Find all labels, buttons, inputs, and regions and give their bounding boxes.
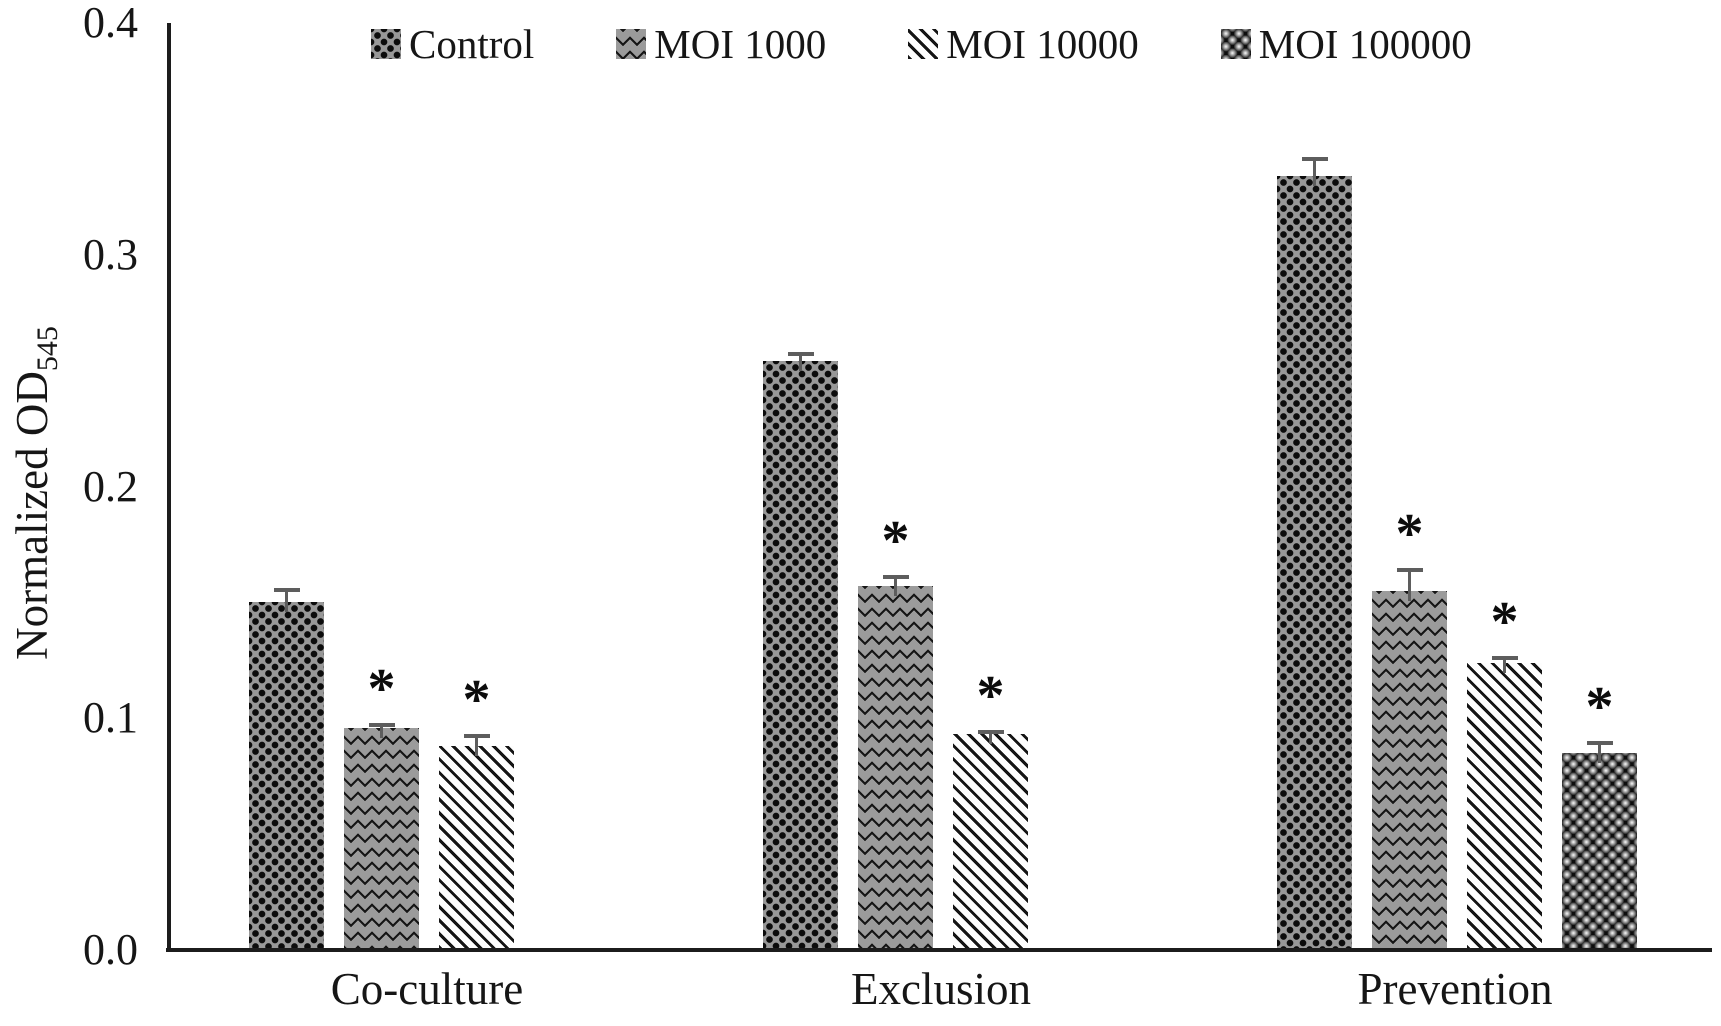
legend-label: MOI 1000 [654,21,827,67]
legend-label: MOI 100000 [1258,21,1472,67]
error-bar-cap-moi-1000-exclusion [882,574,909,579]
legend-label: MOI 10000 [946,21,1139,67]
error-bar-cap-moi-100000-prevention [1586,741,1613,746]
significance-asterisk-moi-100000-prevention: * [1585,676,1614,739]
error-bar-stem-moi-1000-prevention [1408,567,1411,601]
beads-on-black-swatch-icon [1220,29,1251,59]
y-tick-label-0.4: 0.4 [83,0,138,47]
error-bar-cap-moi-10000-exclusion [977,729,1004,734]
zigzag-waves-swatch-icon [616,29,647,59]
significance-asterisk-moi-1000-exclusion: * [881,509,910,572]
bar-moi-10000-exclusion [953,734,1028,949]
bar-control-prevention [1277,175,1352,949]
legend-item-moi-10000: MOI 10000 [908,21,1139,67]
x-category-label-exclusion: Exclusion [851,964,1031,1014]
significance-asterisk-moi-1000-prevention: * [1395,502,1424,565]
legend: Control MOI 1000 MOI 10000 MOI 100000 [371,22,1472,66]
legend-label: Control [409,21,535,67]
bar-moi-10000-prevention [1467,662,1542,949]
y-tick-label-0.0: 0.0 [83,925,138,974]
error-bar-stem-control-prevention [1313,157,1316,186]
error-bar-cap-moi-10000-prevention [1491,655,1518,660]
error-bar-cap-moi-1000-prevention [1396,567,1423,572]
significance-asterisk-moi-10000-prevention: * [1490,590,1519,653]
error-bar-stem-moi-10000-prevention [1503,655,1506,673]
error-bar-cap-control-exclusion [787,352,814,357]
y-axis-title-subscript: 545 [31,326,64,372]
y-tick-label-0.2: 0.2 [83,461,138,511]
legend-item-moi-100000: MOI 100000 [1220,21,1472,67]
black-dots-on-gray-swatch-icon [371,29,401,59]
y-axis-line [167,23,171,952]
y-axis-title-text: Normalized OD [7,371,57,660]
error-bar-stem-moi-10000-co-culture [475,734,478,757]
bar-moi-1000-prevention [1372,590,1447,949]
diagonal-stripes-swatch-icon [908,29,939,59]
legend-item-moi-1000: MOI 1000 [616,22,826,66]
error-bar-stem-moi-10000-exclusion [989,729,992,745]
error-bar-cap-control-prevention [1301,157,1328,162]
error-bar-cap-moi-1000-co-culture [368,722,395,727]
error-bar-stem-control-co-culture [285,588,288,613]
error-bar-stem-control-exclusion [799,352,802,372]
error-bar-stem-moi-100000-prevention [1598,741,1601,763]
bar-moi-1000-co-culture [344,727,419,949]
legend-item-control: Control [371,22,534,66]
error-bar-cap-control-co-culture [273,588,300,593]
bar-control-co-culture [249,602,324,949]
bar-control-exclusion [763,361,838,949]
x-axis-line [166,948,1712,952]
bar-moi-1000-exclusion [858,586,933,949]
y-tick-label-0.3: 0.3 [83,229,138,279]
error-bar-stem-moi-1000-co-culture [380,722,383,738]
bar-moi-10000-co-culture [439,746,514,949]
significance-asterisk-moi-1000-co-culture: * [367,657,396,720]
x-category-label-co-culture: Co-culture [330,964,524,1014]
y-tick-label-0.1: 0.1 [83,693,138,743]
bar-moi-100000-prevention [1562,753,1637,949]
x-category-label-prevention: Prevention [1357,964,1553,1014]
error-bar-cap-moi-10000-co-culture [463,734,490,739]
significance-asterisk-moi-10000-exclusion: * [976,664,1005,727]
error-bar-stem-moi-1000-exclusion [894,574,897,597]
significance-asterisk-moi-10000-co-culture: * [462,669,491,732]
